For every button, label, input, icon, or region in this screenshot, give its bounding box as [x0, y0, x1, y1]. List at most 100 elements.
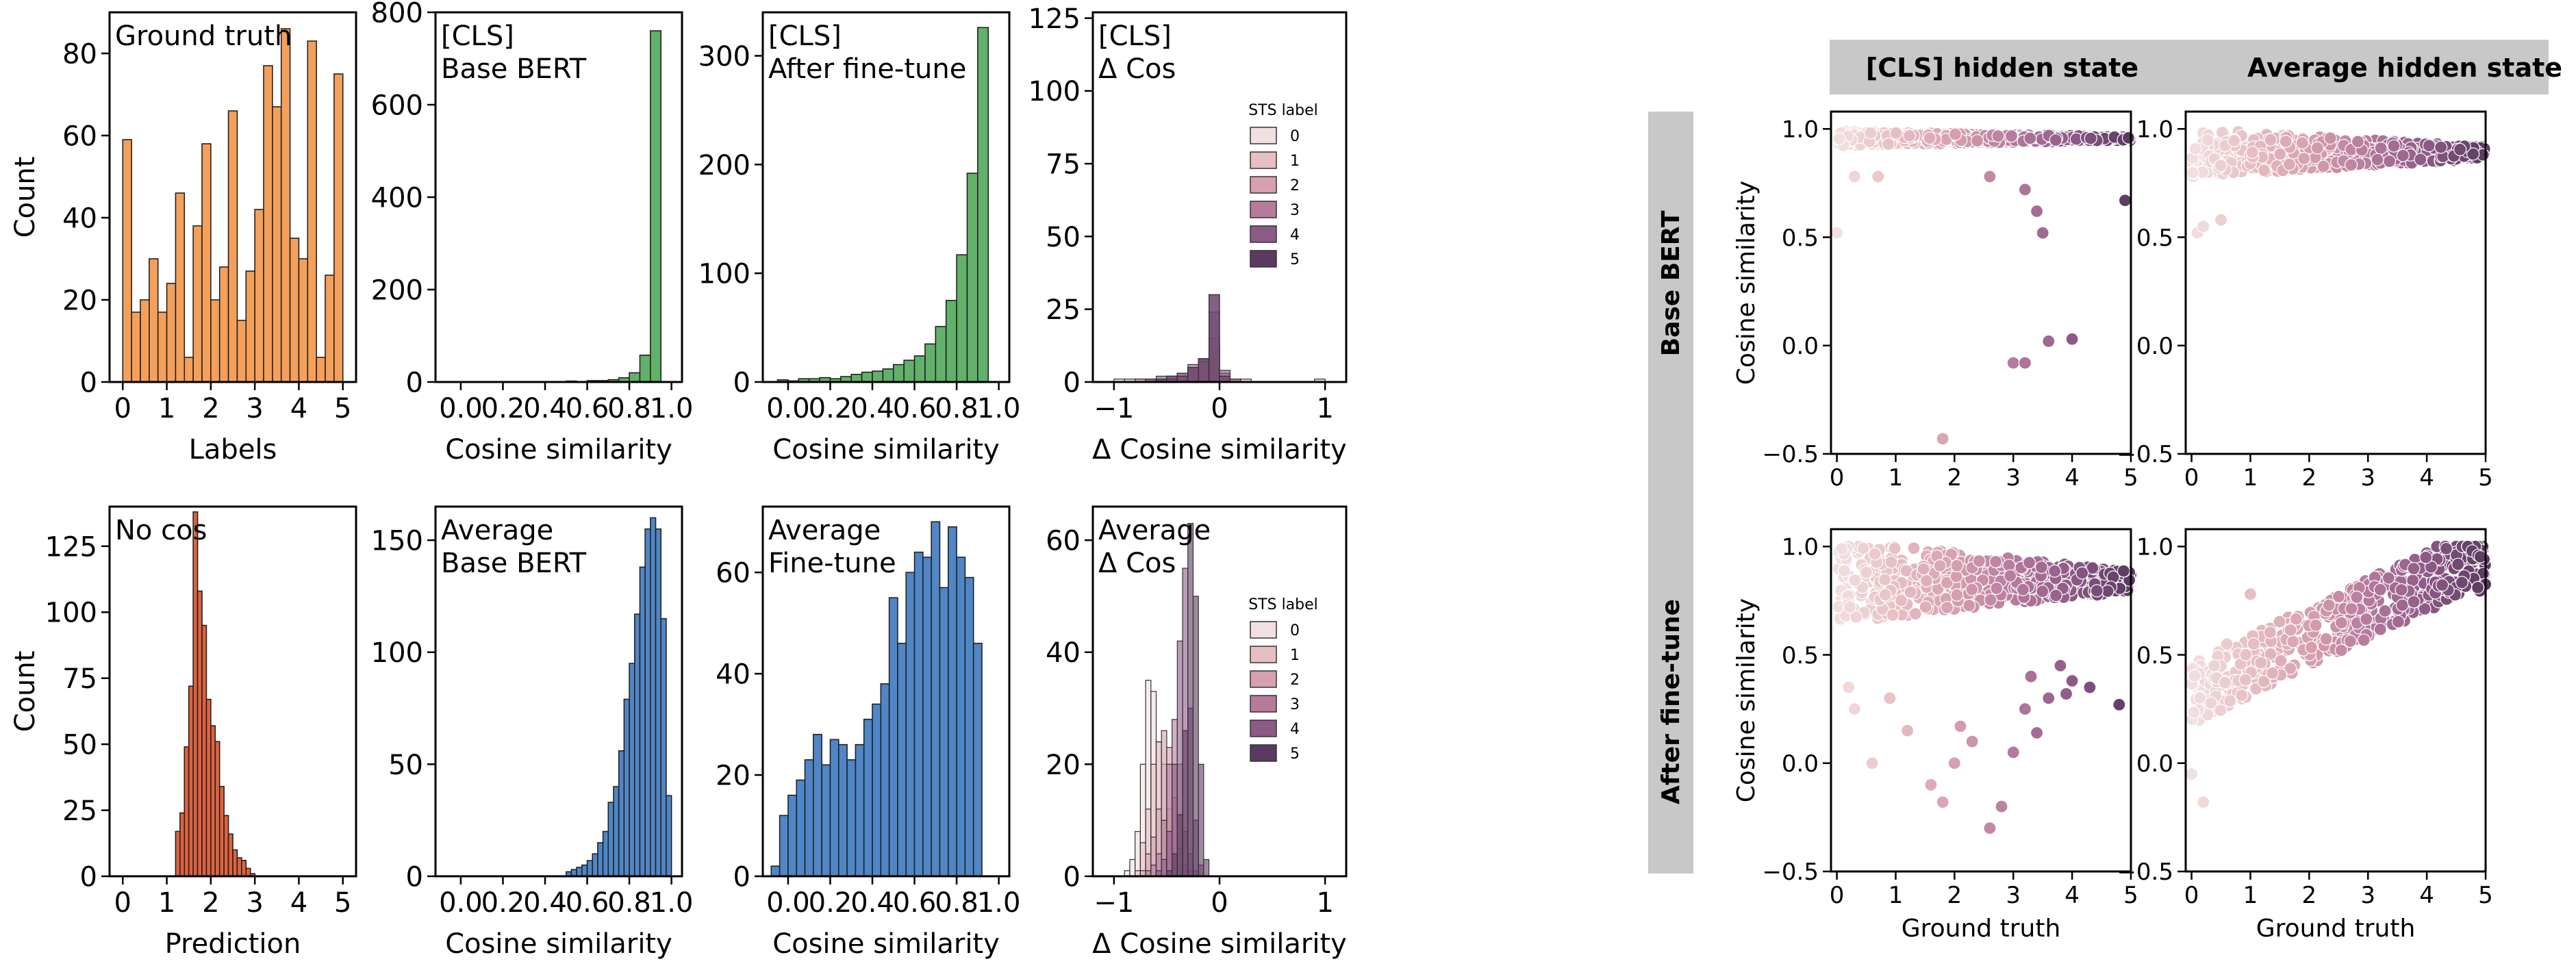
- bar: [175, 192, 186, 383]
- legend-swatch: [1250, 744, 1277, 762]
- x-tick-label: 0.2: [809, 887, 853, 919]
- y-tick-label: 600: [371, 90, 423, 121]
- scatter-point: [2187, 705, 2201, 719]
- bar: [837, 743, 848, 877]
- scatter-point: [2239, 648, 2253, 661]
- scatter-point: [2374, 141, 2388, 155]
- legend-label: 4: [1290, 227, 1300, 244]
- bar: [882, 368, 894, 383]
- x-tick-label: 4: [290, 393, 307, 424]
- scatter-point: [2214, 213, 2228, 227]
- plot-frame: [761, 505, 1011, 878]
- scatter-point: [1989, 555, 2003, 569]
- bar: [333, 73, 344, 383]
- y-tick-label: 0.0: [1782, 333, 1819, 360]
- stacked-bar: [1129, 858, 1136, 877]
- bar: [184, 746, 190, 877]
- x-tick-label: 0.8: [935, 887, 978, 919]
- scatter-point: [2357, 633, 2371, 647]
- x-tick-label: 0: [114, 393, 131, 424]
- scatter-point: [2373, 622, 2387, 636]
- bar: [218, 266, 229, 383]
- scatter-point: [2387, 139, 2401, 153]
- x-tick-label: 0.6: [566, 887, 609, 919]
- scatter-point: [2006, 356, 2020, 370]
- legend-swatch: [1250, 225, 1277, 243]
- chart-scatter_cls_ft: 0 1 2 3 4 5 −0.5 0.0 0.5 1.0 Ground truth Cosine si…: [1732, 528, 2138, 943]
- scatter-point: [2090, 584, 2104, 598]
- chart-cls_base: 0.00.20.40.60.81.0 0 200 400 600 800 [CLS]Base…: [371, 0, 694, 466]
- x-tick-label: 0: [1830, 464, 1845, 492]
- scatter-point: [1884, 555, 1898, 569]
- scatter-point: [2204, 696, 2218, 710]
- scatter-point: [1902, 129, 1917, 142]
- panel-annotation: No cos: [115, 515, 207, 546]
- bar: [888, 597, 898, 877]
- bar: [892, 364, 905, 383]
- scatter-point: [2419, 550, 2433, 564]
- legend-swatch: [1250, 621, 1277, 639]
- scatter-point: [2373, 583, 2387, 596]
- bar: [289, 238, 300, 383]
- x-tick-label: 4: [290, 887, 307, 919]
- scatter-point: [1936, 432, 1949, 446]
- x-tick-label: 5: [334, 887, 351, 919]
- bar: [655, 528, 662, 877]
- scatter-point: [2065, 674, 2079, 688]
- y-tick-label: 40: [1046, 637, 1081, 669]
- bar: [905, 572, 916, 877]
- scatter-point: [1947, 756, 1961, 770]
- scatter-point: [1886, 608, 1899, 622]
- y-tick-label: 200: [371, 275, 423, 306]
- scatter-point: [2323, 131, 2337, 145]
- x-tick-label: 3: [2360, 882, 2375, 909]
- legend-label: 1: [1290, 647, 1300, 664]
- scatter-point: [1950, 588, 1964, 602]
- x-tick-label: 0.2: [809, 393, 853, 424]
- scatter-point: [1965, 583, 1979, 596]
- legend-swatch: [1250, 250, 1277, 268]
- x-tick-label: 3: [2006, 882, 2021, 909]
- x-tick-label: 0.4: [850, 887, 894, 919]
- y-tick-label: 50: [62, 730, 97, 761]
- stacked-bar: [1198, 358, 1210, 383]
- scatter-point: [1842, 680, 1856, 694]
- scatter-point: [2382, 154, 2397, 168]
- plot-frame: [1830, 110, 2132, 455]
- y-tick-label: 0: [1063, 861, 1081, 893]
- row-header-ft: After fine-tune: [1648, 529, 1693, 874]
- x-tick-label: 2: [1947, 464, 1962, 492]
- scatter-point: [2042, 334, 2056, 348]
- x-tick-label: 1.0: [650, 393, 694, 424]
- y-tick-label: 80: [62, 38, 97, 70]
- bar: [241, 860, 247, 877]
- bar: [218, 786, 225, 877]
- panel-annotation: [CLS]: [441, 21, 514, 52]
- bar: [192, 225, 203, 383]
- stacked-bar: [1203, 858, 1210, 877]
- scatter-point: [2304, 641, 2319, 654]
- x-axis-label: Cosine similarity: [772, 928, 1000, 960]
- x-tick-label: 1: [2243, 464, 2258, 492]
- y-tick-label: 200: [698, 150, 750, 181]
- scatter-point: [1972, 554, 1986, 568]
- plot-frame: [108, 11, 357, 383]
- bar: [227, 110, 238, 383]
- scatter-point: [1962, 598, 1976, 613]
- bar: [903, 359, 916, 383]
- panel-annotation: Fine-tune: [768, 548, 896, 579]
- legend-swatch: [1250, 176, 1277, 194]
- x-tick-label: 0.4: [523, 887, 567, 919]
- scatter-point: [1878, 573, 1892, 587]
- panel-annotation: Ground truth: [115, 21, 292, 52]
- stacked-bar: [1135, 830, 1141, 877]
- x-tick-label: 1: [158, 887, 175, 919]
- scatter-point: [2084, 131, 2097, 145]
- y-tick-label: 150: [371, 525, 423, 557]
- scatter-point: [1970, 133, 1984, 148]
- y-axis-label: Count: [10, 651, 41, 733]
- bar: [813, 734, 822, 877]
- bar: [787, 794, 798, 877]
- row-header-base-bar: [1648, 112, 1693, 529]
- scatter-point: [2407, 561, 2421, 576]
